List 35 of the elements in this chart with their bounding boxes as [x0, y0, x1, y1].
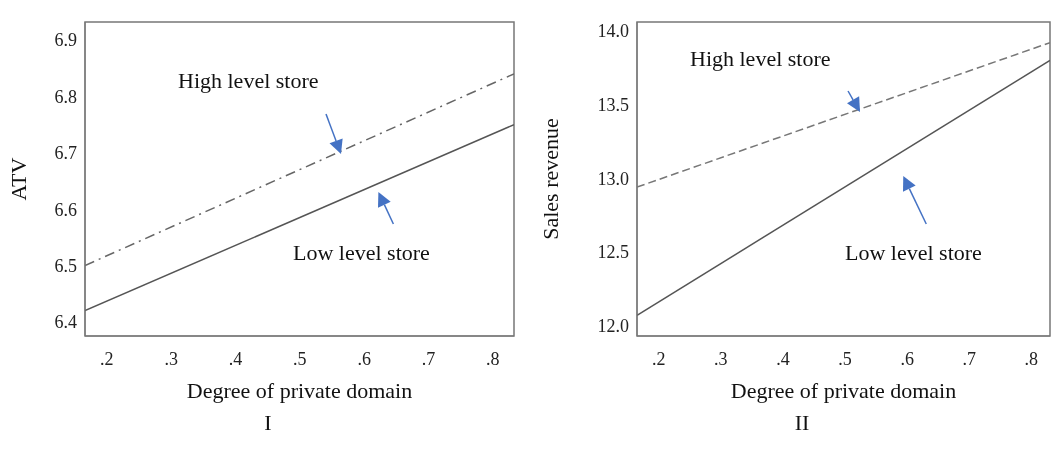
- y-tick-label: 14.0: [597, 21, 629, 42]
- text: Low level store: [845, 240, 982, 266]
- y-tick-label: 13.0: [597, 168, 629, 189]
- text: I: [263, 410, 273, 436]
- y-tick-label: 12.5: [597, 242, 629, 263]
- x-tick-label: .5: [838, 348, 852, 369]
- y-tick-label: 6.8: [54, 86, 77, 107]
- x-axis-title: Degree of private domain: [730, 378, 957, 403]
- series-label: Low level store: [293, 240, 430, 266]
- x-tick-label: .6: [357, 348, 371, 369]
- y-tick-label: 6.7: [54, 143, 77, 164]
- y-axis-title: ATV: [5, 157, 31, 201]
- x-tick-label: .2: [100, 348, 114, 369]
- x-tick-label: .6: [900, 348, 914, 369]
- y-tick-label: 6.5: [54, 255, 77, 276]
- x-tick-label: .2: [651, 348, 666, 369]
- x-tick-label: .3: [714, 348, 728, 369]
- x-tick-label: .3: [164, 348, 178, 369]
- y-tick-label: 6.4: [54, 312, 77, 333]
- x-tick-label: .7: [962, 348, 977, 369]
- x-tick-label: .8: [486, 348, 500, 369]
- text: II: [793, 410, 811, 436]
- y-tick-label: 6.6: [54, 199, 77, 220]
- y-axis-title: Sales revenue: [537, 118, 563, 240]
- text: High level store: [178, 68, 319, 94]
- x-tick-label: .5: [293, 348, 307, 369]
- text: High level store: [690, 46, 831, 72]
- y-tick-label: 13.5: [597, 94, 629, 115]
- x-tick-label: .4: [776, 348, 790, 369]
- y-tick-label: 12.0: [597, 316, 629, 337]
- x-tick-label: .8: [1024, 348, 1039, 369]
- x-tick-label: .7: [421, 348, 436, 369]
- y-tick-label: 6.9: [54, 30, 77, 51]
- x-tick-label: .4: [228, 348, 243, 369]
- x-axis-title: Degree of private domain: [186, 378, 413, 403]
